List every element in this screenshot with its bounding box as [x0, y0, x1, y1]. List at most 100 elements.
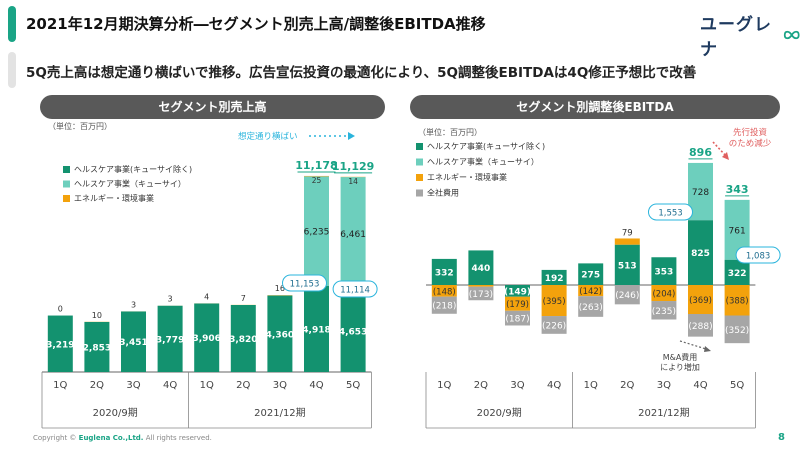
bar-segment — [578, 296, 604, 317]
x-tick-label: 4Q — [163, 380, 177, 391]
bar-segment — [505, 296, 530, 311]
x-tick-label: 2Q — [620, 380, 634, 391]
left-chart-title: セグメント別売上高 — [40, 95, 385, 119]
bar-value-label: (235) — [652, 307, 676, 317]
bar-value-label: 3,779 — [156, 335, 184, 345]
x-tick-label: 1Q — [437, 380, 451, 391]
legend-label: エネルギー・環境事業 — [74, 193, 154, 203]
logo-text: ユーグレナ — [700, 15, 772, 60]
x-tick-label: 1Q — [584, 380, 598, 391]
x-tick-label: 4Q — [693, 380, 707, 391]
bar-segment — [468, 285, 494, 287]
legend-swatch — [416, 174, 423, 181]
legend-label: 全社費用 — [427, 188, 459, 198]
bar-segment — [505, 310, 530, 326]
bar-segment — [541, 285, 567, 317]
copyright: Copyright © Euglena Co.,Ltd. All rights … — [33, 434, 212, 442]
trend-annotation: 想定通り横ばい — [238, 131, 298, 142]
bar-value-label: (142) — [579, 287, 602, 297]
bar-segment — [724, 259, 750, 285]
bar-segment — [614, 238, 640, 245]
bar-segment — [431, 258, 457, 285]
legend-swatch — [63, 180, 70, 188]
bar-value-label: (369) — [689, 296, 712, 306]
group-label: 2020/9期 — [93, 407, 138, 419]
bar-value-label: (388) — [726, 297, 749, 307]
x-tick-label: 2Q — [90, 380, 104, 391]
bar-segment — [340, 177, 366, 291]
bar-value-label: 825 — [691, 249, 710, 259]
bar-value-label: 440 — [472, 264, 491, 274]
bar-value-label: 322 — [728, 269, 747, 279]
bar-value-label: (149) — [504, 287, 531, 297]
bar-segment — [431, 296, 457, 314]
annotation-arrow-line — [679, 340, 707, 350]
legend-label: ヘルスケア事業(キューサイ除く) — [74, 164, 192, 174]
callout-bubble — [648, 203, 693, 221]
bar-value-label: (263) — [579, 303, 603, 313]
legend-swatch — [63, 166, 70, 173]
bar-value-label: (226) — [542, 321, 566, 331]
bar-value-label: 3,820 — [229, 335, 257, 345]
subtitle-accent-bar — [8, 52, 16, 88]
bar-value-label: 192 — [545, 274, 564, 284]
bar-value-label: (218) — [432, 302, 456, 312]
bar-segment — [468, 286, 494, 301]
bar-segment — [157, 305, 183, 372]
legend-label: エネルギー・環境事業 — [427, 172, 507, 182]
unit-label: （単位：百万円） — [418, 127, 482, 137]
group-label: 2020/9期 — [477, 407, 522, 419]
x-tick-label: 1Q — [200, 380, 214, 391]
callout-value: 1,083 — [746, 252, 770, 262]
legend-label: ヘルスケア事業(キューサイ除く) — [427, 141, 545, 151]
bar-segment — [614, 244, 640, 285]
bar-value-label: 353 — [655, 268, 674, 278]
bar-value-label: (395) — [543, 297, 566, 307]
annotation-arrow-head — [704, 346, 711, 352]
legend-label: ヘルスケア事業（キューサイ） — [427, 157, 539, 167]
x-tick-label: 2Q — [236, 380, 250, 391]
legend-label: ヘルスケア事業（キューサイ） — [74, 179, 186, 189]
x-tick-label: 3Q — [657, 380, 671, 391]
bar-segment — [688, 314, 713, 337]
legend-swatch — [416, 158, 423, 166]
bar-segment — [304, 285, 329, 372]
bar-value-label: 14 — [348, 177, 358, 186]
bar-value-label: 513 — [618, 261, 637, 271]
bar-value-label: 4,360 — [266, 330, 294, 340]
bar-total-label: 343 — [726, 183, 749, 196]
bar-segment — [340, 290, 366, 372]
trend-arrow-head — [348, 132, 355, 140]
callout-value: 1,553 — [658, 209, 682, 219]
legend-swatch — [416, 143, 423, 150]
bar-value-label: 728 — [692, 188, 709, 198]
bar-value-label: (148) — [433, 287, 456, 297]
bar-segment — [724, 285, 750, 316]
bar-value-label: 3,451 — [119, 338, 147, 348]
bar-value-label: 79 — [622, 228, 633, 238]
x-tick-label: 3Q — [273, 380, 287, 391]
bar-value-label: 10 — [92, 311, 102, 320]
annotation-text: により増加 — [660, 362, 700, 372]
annotation-text: 先行投資 — [733, 127, 767, 138]
bar-segment — [651, 301, 677, 320]
bar-segment — [724, 315, 750, 344]
bar-value-label: (288) — [688, 322, 712, 332]
x-tick-label: 3Q — [126, 380, 140, 391]
bar-value-label: (204) — [652, 290, 675, 300]
legend-swatch — [416, 189, 423, 197]
bar-value-label: 4,653 — [339, 328, 367, 338]
bar-value-label: 16 — [275, 284, 285, 293]
group-label: 2021/12期 — [254, 407, 306, 419]
unit-label: （単位：百万円） — [48, 121, 112, 131]
annotation-text: のため減少 — [729, 138, 772, 149]
bar-value-label: 332 — [435, 268, 454, 278]
bar-value-label: 0 — [58, 305, 63, 314]
bar-value-label: (246) — [615, 291, 639, 301]
annotation-text: M&A費用 — [663, 352, 698, 362]
bar-segment — [688, 220, 713, 285]
bar-value-label: 6,461 — [340, 230, 366, 240]
bar-value-label: 275 — [581, 271, 600, 281]
bar-segment — [651, 257, 677, 285]
